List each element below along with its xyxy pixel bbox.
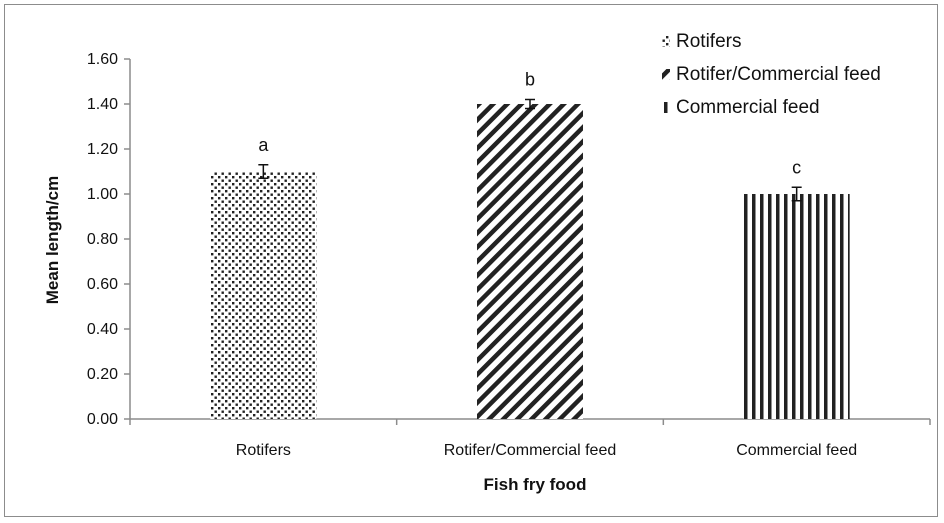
legend-label: Rotifer/Commercial feed: [676, 64, 881, 85]
y-tick-label: 0.20: [87, 366, 118, 383]
y-tick-label: 0.00: [87, 411, 118, 428]
y-tick-label: 1.00: [87, 186, 118, 203]
x-axis-title: Fish fry food: [484, 475, 587, 494]
significance-label: b: [525, 70, 535, 90]
significance-label: c: [792, 157, 801, 177]
bar-3: [743, 194, 850, 419]
y-tick-label: 1.40: [87, 96, 118, 113]
y-tick-label: 1.20: [87, 141, 118, 158]
bar-2: [477, 104, 583, 419]
y-tick-label: 1.60: [87, 51, 118, 68]
x-tick-label: Rotifers: [236, 442, 291, 459]
x-tick-label: Rotifer/Commercial feed: [444, 442, 617, 459]
y-tick-label: 0.40: [87, 321, 118, 338]
significance-label: a: [258, 135, 269, 155]
x-tick-label: Commercial feed: [736, 442, 857, 459]
y-tick-label: 0.80: [87, 231, 118, 248]
y-axis-title: Mean length/cm: [43, 176, 62, 304]
legend-label: Commercial feed: [676, 97, 820, 118]
legend-swatch-2: [662, 69, 670, 80]
legend-swatch-3: [662, 102, 670, 113]
bar-1: [210, 171, 317, 419]
y-tick-label: 0.60: [87, 276, 118, 293]
legend-swatch-1: [662, 36, 670, 47]
legend: Rotifers Rotifer/Commercial feed Commercia…: [662, 31, 881, 118]
legend-label: Rotifers: [676, 31, 741, 52]
